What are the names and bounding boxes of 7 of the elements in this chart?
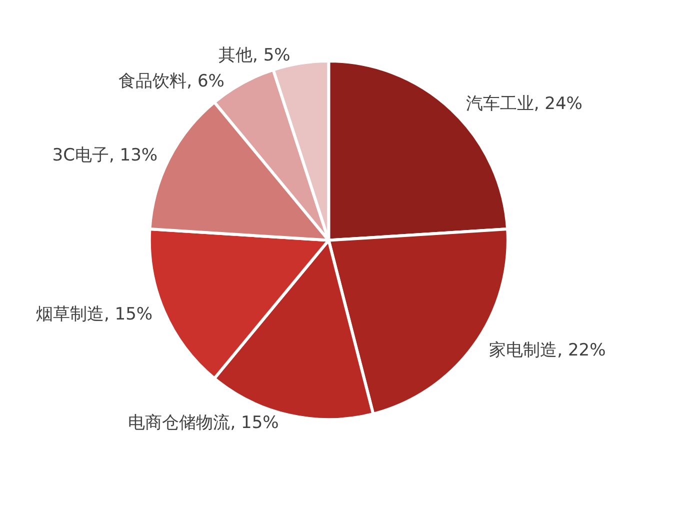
slice-label: 其他, 5% (218, 45, 290, 66)
slice-label: 食品饮料, 6% (118, 71, 224, 92)
slice-label: 汽车工业, 24% (466, 94, 582, 114)
slice-label: 家电制造, 22% (489, 340, 606, 360)
slice-label: 3C电子, 13% (52, 145, 158, 166)
slice-label: 电商仓储物流, 15% (128, 413, 279, 434)
slice-label: 烟草制造, 15% (36, 304, 153, 325)
